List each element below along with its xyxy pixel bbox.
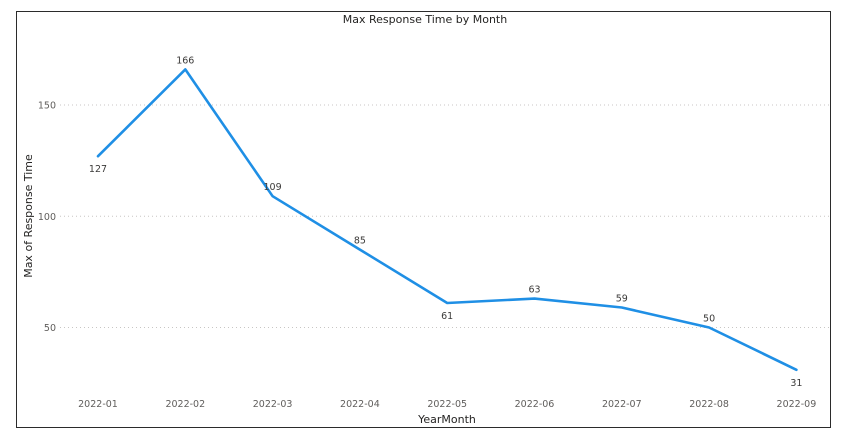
data-label: 31: [790, 378, 802, 389]
data-label: 59: [616, 293, 628, 304]
y-tick-label: 50: [44, 323, 56, 334]
y-tick-label: 150: [38, 101, 56, 112]
x-tick-label: 2022-05: [427, 399, 467, 410]
x-tick-label: 2022-01: [78, 399, 118, 410]
gridlines: [60, 104, 830, 328]
data-label: 63: [528, 285, 540, 296]
x-tick-label: 2022-09: [777, 399, 817, 410]
data-label: 109: [264, 182, 282, 193]
x-tick-label: 2022-07: [602, 399, 642, 410]
data-label: 85: [354, 236, 366, 247]
y-axis-ticks: 50 100 150: [38, 101, 56, 335]
x-tick-label: 2022-08: [689, 399, 729, 410]
data-labels: 127 166 109 85 61 63 59 50 31: [89, 55, 803, 388]
chart-frame: [16, 11, 831, 428]
data-label: 61: [441, 311, 453, 322]
x-axis-ticks: 2022-01 2022-02 2022-03 2022-04 2022-05 2022-…: [78, 399, 816, 410]
x-axis-title: YearMonth: [417, 413, 476, 426]
x-tick-label: 2022-02: [165, 399, 205, 410]
x-tick-label: 2022-03: [253, 399, 293, 410]
chart-title: Max Response Time by Month: [343, 13, 507, 26]
data-label: 127: [89, 164, 107, 175]
data-label: 50: [703, 314, 715, 325]
y-tick-label: 100: [38, 212, 56, 223]
x-tick-label: 2022-04: [340, 399, 380, 410]
y-axis-title: Max of Response Time: [22, 154, 35, 278]
data-label: 166: [176, 55, 194, 66]
series-line-max-response-time: [96, 68, 798, 372]
x-tick-label: 2022-06: [515, 399, 555, 410]
